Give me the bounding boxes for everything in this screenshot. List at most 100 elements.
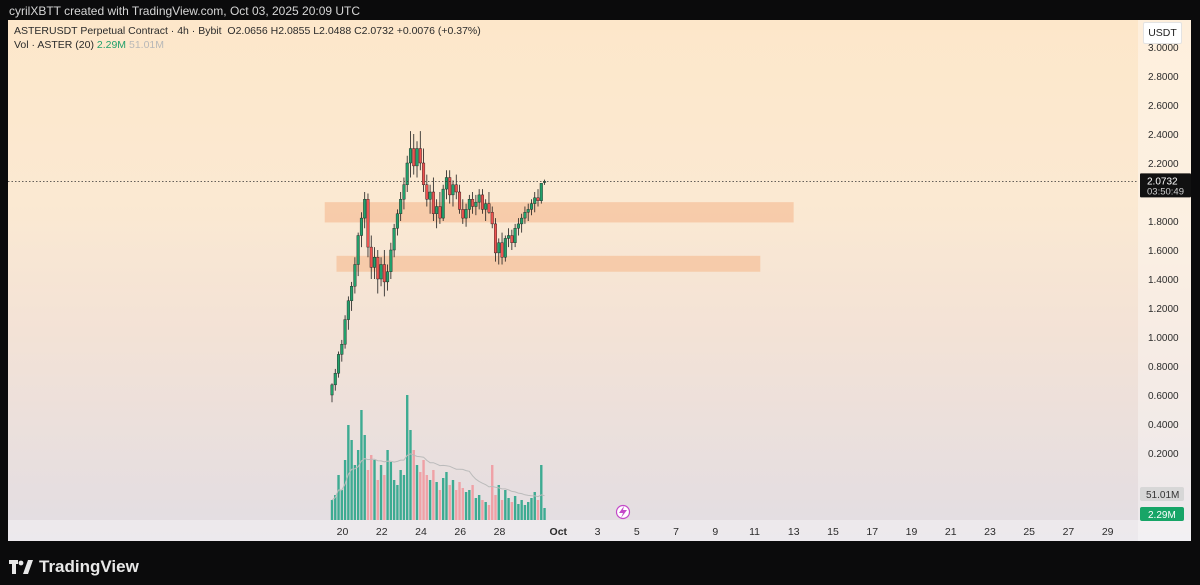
time-tick-label: 29 <box>1102 526 1114 538</box>
volume-bar <box>458 482 461 520</box>
price-tick-label: 1.2000 <box>1148 304 1179 315</box>
candle-body <box>461 209 465 219</box>
lightning-icon[interactable] <box>615 504 631 520</box>
price-tick-label: 2.4000 <box>1148 130 1179 141</box>
candle-body <box>451 184 455 196</box>
time-tick-label: 15 <box>827 526 839 538</box>
volume-bar <box>383 475 386 520</box>
price-tick-label: 1.4000 <box>1148 275 1179 286</box>
candle-body <box>356 235 360 265</box>
volume-bar <box>441 478 445 520</box>
volume-bar <box>536 500 540 520</box>
vol-value: 2.29M <box>96 39 127 51</box>
volume-bar <box>419 472 422 520</box>
volume-bar <box>461 488 464 520</box>
time-tick-label: 27 <box>1063 526 1075 538</box>
price-axis-panel[interactable] <box>1138 20 1191 541</box>
volume-bar <box>366 470 370 520</box>
time-tick-label: 7 <box>673 526 679 538</box>
volume-bar <box>386 450 389 520</box>
candle-body <box>464 209 468 219</box>
candle-body <box>480 194 484 210</box>
volume-bar <box>517 504 520 520</box>
candle-body <box>448 177 452 196</box>
volume-bar <box>402 475 406 520</box>
volume-bar <box>491 465 494 520</box>
volume-bar <box>428 480 432 520</box>
candle-body <box>369 246 373 268</box>
volume-bar <box>370 455 373 520</box>
candle-body <box>513 228 517 243</box>
price-chart[interactable]: 3.0000 2.8000 2.6000 2.4000 2.2000 1.8000 1.60… <box>8 20 1191 541</box>
candle-body <box>474 201 478 207</box>
symbol-text: ASTERUSDT Perpetual Contract · 4h · Bybi… <box>14 25 222 37</box>
candle-body <box>402 184 406 200</box>
volume-bar <box>412 450 415 520</box>
candle-body <box>477 194 481 203</box>
volume-bar <box>343 460 347 520</box>
volume-bar <box>438 490 442 520</box>
candle-body <box>422 162 426 185</box>
volume-bar <box>455 490 458 520</box>
price-tick-label: 2.8000 <box>1148 72 1179 83</box>
attribution-text: cyrilXBTT created with TradingView.com, … <box>9 4 361 18</box>
candle-body <box>529 203 533 210</box>
candle-body <box>366 199 370 248</box>
candle-body <box>382 264 386 283</box>
volume-bar <box>471 485 474 520</box>
candle-body <box>471 199 475 207</box>
candle-body <box>487 203 491 213</box>
price-tick-label: 3.0000 <box>1148 43 1179 54</box>
currency-button[interactable]: USDT <box>1143 22 1182 44</box>
time-tick-label: 21 <box>945 526 957 538</box>
volume-bar <box>468 490 471 520</box>
volume-bar <box>330 500 334 520</box>
candle-body <box>523 212 527 219</box>
tradingview-logo[interactable]: TradingView <box>9 557 139 577</box>
tradingview-mark-icon <box>9 560 33 574</box>
current-price-value: 2.0732 <box>1147 176 1178 187</box>
volume-bar <box>376 480 379 520</box>
volume-bar <box>513 496 517 520</box>
candle-body <box>389 249 393 272</box>
chart-frame[interactable]: 3.0000 2.8000 2.6000 2.4000 2.2000 1.8000 1.60… <box>8 20 1191 541</box>
price-tick-label: 0.8000 <box>1148 362 1179 373</box>
legend-volume: Vol · ASTER (20) 2.29M 51.01M <box>14 39 164 51</box>
candle-body <box>333 373 337 386</box>
support-resistance-zone[interactable] <box>336 255 761 272</box>
candle-body <box>438 206 442 219</box>
support-resistance-zone[interactable] <box>324 202 794 223</box>
vol-label: Vol · ASTER (20) <box>14 39 94 51</box>
current-price-tag <box>1140 173 1191 198</box>
candle-body <box>346 300 350 320</box>
candle-body <box>500 242 504 258</box>
candle-body <box>405 162 409 185</box>
volume-bar <box>445 472 448 520</box>
time-tick-label: 26 <box>454 526 466 538</box>
candle-body <box>428 191 432 200</box>
vol-ma-tag <box>1140 487 1184 501</box>
time-tick-label: 13 <box>788 526 800 538</box>
candle-body <box>435 206 439 214</box>
candle-body <box>458 191 462 210</box>
candle-body <box>359 217 363 236</box>
volume-bar <box>360 410 363 520</box>
candle-body <box>337 354 341 374</box>
candle-body <box>536 197 540 201</box>
time-axis-panel[interactable] <box>8 520 1191 541</box>
volume-bar <box>527 502 530 520</box>
candle-body <box>415 148 419 167</box>
volume-bar <box>389 462 393 520</box>
volume-bar <box>392 480 396 520</box>
time-tick-label: 28 <box>494 526 506 538</box>
volume-bar <box>451 480 455 520</box>
volume-bar <box>474 498 478 520</box>
volume-bar <box>396 485 399 520</box>
candle-body <box>418 148 422 164</box>
volume-bar <box>373 460 376 520</box>
candle-body <box>484 203 488 210</box>
candle-body <box>516 223 520 229</box>
candle-body <box>330 384 334 396</box>
volume-bar <box>406 395 409 520</box>
time-tick-label: 22 <box>376 526 388 538</box>
